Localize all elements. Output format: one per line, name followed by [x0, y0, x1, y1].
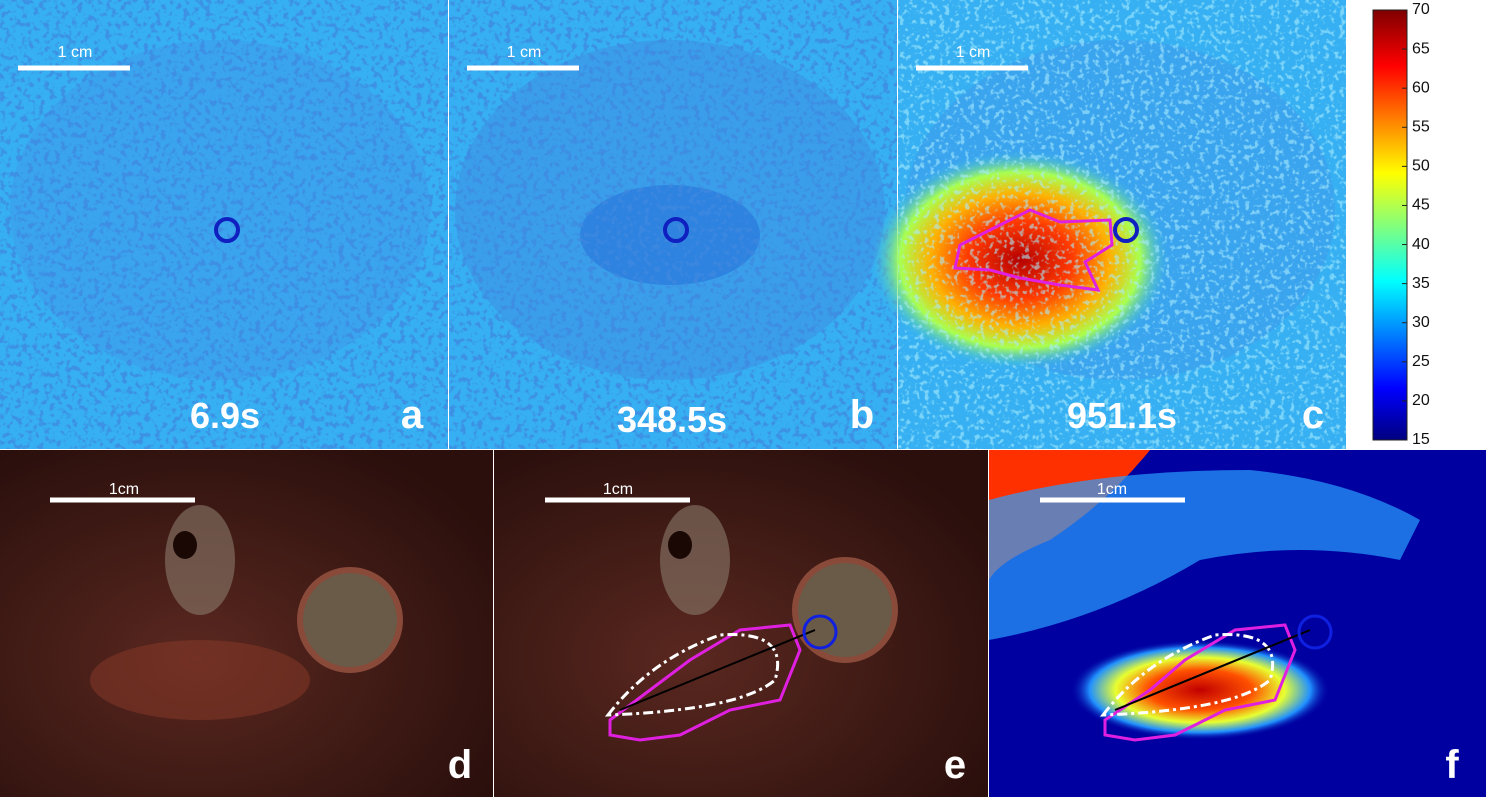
- panel-e: [494, 450, 988, 797]
- colorbar-tick-label: 15: [1412, 431, 1430, 448]
- scale-label: 1 cm: [956, 44, 991, 61]
- panel-b: [449, 0, 897, 449]
- colorbar-tick-label: 20: [1412, 392, 1430, 409]
- time-label: 951.1s: [1067, 395, 1177, 436]
- colorbar-tick-label: 65: [1412, 40, 1430, 57]
- colorbar-tick-label: 40: [1412, 236, 1430, 253]
- panel-label: e: [944, 743, 966, 787]
- panel-label: f: [1445, 743, 1459, 787]
- colorbar-tick-label: 50: [1412, 158, 1430, 175]
- panel-label: b: [850, 393, 874, 437]
- colorbar-tick-label: 25: [1412, 353, 1430, 370]
- panel-label: c: [1302, 393, 1324, 437]
- colorbar-tick-label: 30: [1412, 314, 1430, 331]
- panel-label: d: [448, 743, 472, 787]
- scale-label: 1 cm: [507, 44, 542, 61]
- panel-d: [0, 450, 493, 797]
- colorbar-tick-label: 60: [1412, 79, 1430, 96]
- colorbar-tick-label: 45: [1412, 197, 1430, 214]
- scale-label: 1cm: [603, 481, 633, 498]
- panel-f: [989, 450, 1486, 797]
- time-label: 6.9s: [190, 395, 260, 436]
- scale-label: 1cm: [1097, 481, 1127, 498]
- colorbar-tick-label: 35: [1412, 275, 1430, 292]
- time-label: 348.5s: [617, 399, 727, 440]
- colorbar: [1372, 9, 1408, 441]
- colorbar-background: [1347, 0, 1486, 449]
- panel-label: a: [401, 393, 424, 437]
- colorbar-tick-label: 70: [1412, 1, 1430, 18]
- colorbar-tick-label: 55: [1412, 118, 1430, 135]
- scale-label: 1cm: [109, 481, 139, 498]
- panel-c: [870, 0, 1346, 449]
- scale-label: 1 cm: [58, 44, 93, 61]
- panel-a: [0, 0, 448, 449]
